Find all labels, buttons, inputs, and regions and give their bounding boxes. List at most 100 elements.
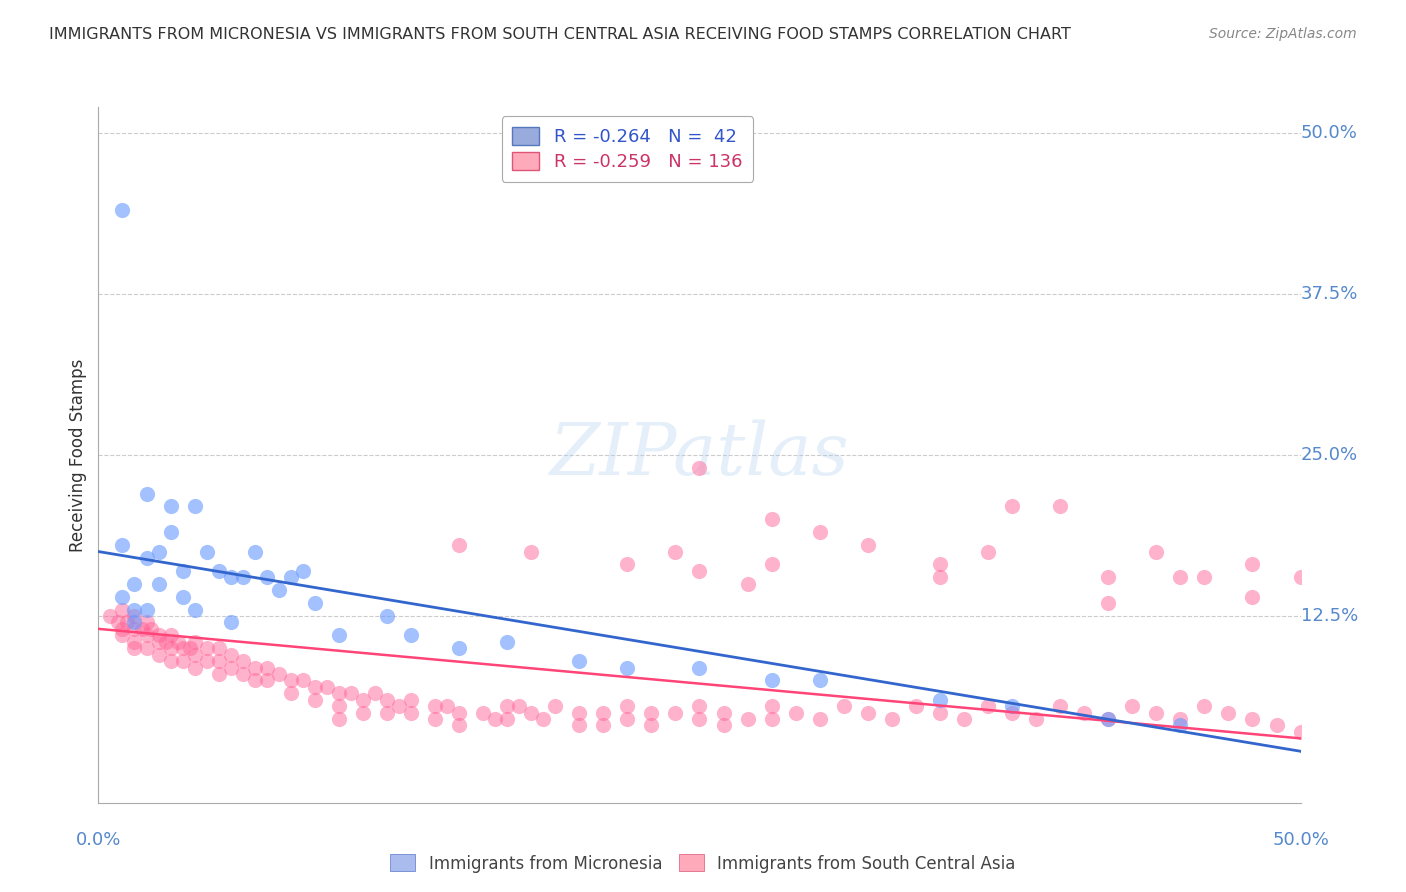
- Text: ZIPatlas: ZIPatlas: [550, 419, 849, 491]
- Point: [1170, 718, 1192, 732]
- Point: [496, 634, 519, 648]
- Point: [107, 615, 129, 630]
- Point: [135, 628, 157, 642]
- Point: [592, 706, 614, 720]
- Point: [520, 706, 543, 720]
- Point: [291, 564, 314, 578]
- Point: [124, 602, 146, 616]
- Point: [737, 576, 759, 591]
- Point: [664, 706, 686, 720]
- Point: [304, 680, 326, 694]
- Point: [232, 667, 254, 681]
- Point: [1049, 500, 1071, 514]
- Point: [328, 699, 350, 714]
- Point: [159, 628, 181, 642]
- Point: [111, 538, 134, 552]
- Point: [1001, 500, 1024, 514]
- Point: [267, 583, 290, 598]
- Point: [423, 699, 446, 714]
- Point: [195, 654, 218, 668]
- Point: [219, 648, 242, 662]
- Point: [352, 706, 374, 720]
- Text: 25.0%: 25.0%: [1301, 446, 1358, 464]
- Point: [267, 667, 290, 681]
- Point: [111, 203, 134, 218]
- Point: [135, 602, 157, 616]
- Point: [688, 460, 710, 475]
- Point: [1144, 706, 1167, 720]
- Point: [1097, 712, 1119, 726]
- Point: [928, 706, 950, 720]
- Point: [124, 634, 146, 648]
- Point: [1170, 570, 1192, 584]
- Point: [328, 712, 350, 726]
- Point: [1144, 544, 1167, 558]
- Point: [713, 706, 735, 720]
- Point: [117, 615, 139, 630]
- Point: [352, 692, 374, 706]
- Point: [135, 551, 157, 566]
- Point: [399, 692, 422, 706]
- Point: [232, 654, 254, 668]
- Point: [1265, 718, 1288, 732]
- Point: [399, 628, 422, 642]
- Point: [155, 634, 177, 648]
- Text: 50.0%: 50.0%: [1272, 830, 1329, 848]
- Point: [208, 641, 231, 656]
- Point: [1097, 596, 1119, 610]
- Point: [135, 615, 157, 630]
- Point: [280, 570, 302, 584]
- Point: [977, 544, 1000, 558]
- Point: [688, 660, 710, 674]
- Legend: Immigrants from Micronesia, Immigrants from South Central Asia: Immigrants from Micronesia, Immigrants f…: [384, 847, 1022, 880]
- Point: [1170, 712, 1192, 726]
- Point: [1121, 699, 1143, 714]
- Point: [100, 609, 122, 624]
- Point: [219, 660, 242, 674]
- Point: [315, 680, 337, 694]
- Point: [340, 686, 363, 700]
- Point: [568, 654, 591, 668]
- Point: [219, 615, 242, 630]
- Point: [1073, 706, 1095, 720]
- Point: [832, 699, 855, 714]
- Point: [568, 706, 591, 720]
- Point: [520, 544, 543, 558]
- Point: [172, 564, 194, 578]
- Point: [208, 654, 231, 668]
- Point: [808, 673, 831, 688]
- Point: [928, 570, 950, 584]
- Point: [856, 538, 879, 552]
- Point: [256, 673, 278, 688]
- Text: Source: ZipAtlas.com: Source: ZipAtlas.com: [1209, 27, 1357, 41]
- Point: [111, 590, 134, 604]
- Point: [232, 570, 254, 584]
- Point: [183, 660, 205, 674]
- Point: [1001, 699, 1024, 714]
- Point: [808, 712, 831, 726]
- Point: [388, 699, 411, 714]
- Point: [880, 712, 903, 726]
- Point: [713, 718, 735, 732]
- Point: [124, 609, 146, 624]
- Point: [977, 699, 1000, 714]
- Text: IMMIGRANTS FROM MICRONESIA VS IMMIGRANTS FROM SOUTH CENTRAL ASIA RECEIVING FOOD : IMMIGRANTS FROM MICRONESIA VS IMMIGRANTS…: [49, 27, 1071, 42]
- Point: [135, 641, 157, 656]
- Point: [172, 590, 194, 604]
- Point: [328, 628, 350, 642]
- Point: [124, 615, 146, 630]
- Point: [148, 544, 170, 558]
- Point: [195, 544, 218, 558]
- Point: [616, 660, 638, 674]
- Point: [856, 706, 879, 720]
- Point: [131, 622, 153, 636]
- Point: [166, 634, 188, 648]
- Point: [447, 641, 470, 656]
- Point: [808, 525, 831, 540]
- Point: [159, 525, 181, 540]
- Point: [688, 699, 710, 714]
- Point: [124, 622, 146, 636]
- Point: [183, 634, 205, 648]
- Point: [208, 564, 231, 578]
- Point: [364, 686, 387, 700]
